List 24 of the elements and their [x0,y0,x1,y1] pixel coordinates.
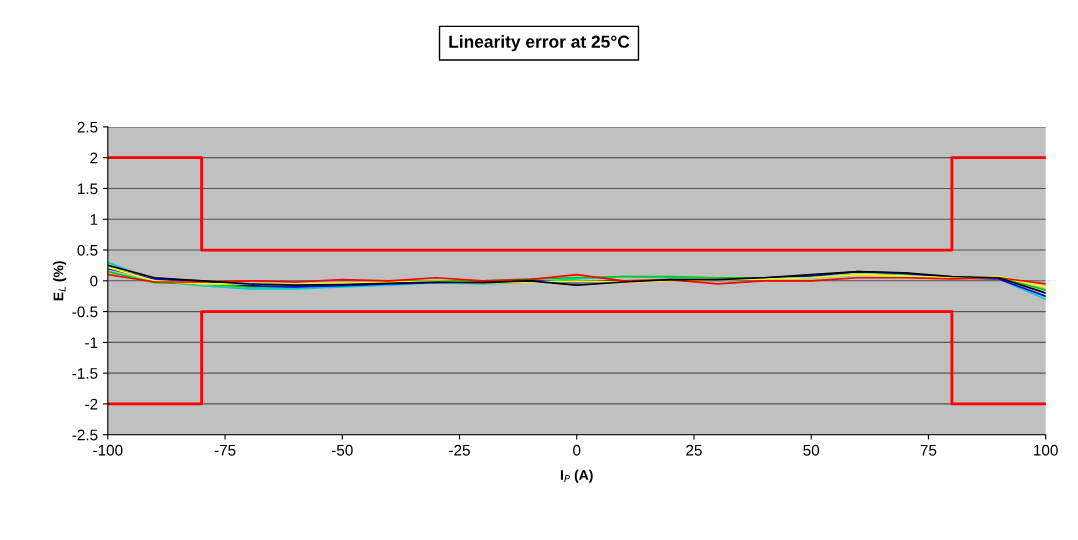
y-tick-label: 1.5 [78,183,98,195]
x-tick-label: 25 [686,444,702,456]
y-tick-label: -1.5 [72,368,98,379]
x-tick-label: -100 [93,444,123,456]
y-tick-label: -2.5 [72,429,98,441]
y-tick-label: -0.5 [72,306,98,318]
x-tick-label: -25 [449,444,470,456]
y-tick-label: -2 [85,398,98,410]
x-tick-label: 50 [803,444,820,456]
chart-title: Linearity error at 25°C [449,35,630,52]
y-tick-label: 0.5 [77,244,98,256]
x-tick-label: 75 [920,444,937,456]
y-tick-label: -1 [85,337,98,348]
x-tick-label: -50 [331,444,353,456]
y-tick-label: 0 [90,275,98,287]
line-series [107,273,1046,285]
y-tick-label: 1 [90,214,98,225]
y-tick-label: 2 [90,152,98,164]
y-axis-title: E$_{L}$ (%) [53,261,67,301]
x-tick-label: -75 [214,444,236,456]
y-tick-label: 2.5 [77,121,98,133]
x-tick-label: 100 [1034,444,1058,456]
x-tick-label: 0 [573,444,581,456]
x-axis-title: I$_{P}$ (A) [560,469,593,483]
